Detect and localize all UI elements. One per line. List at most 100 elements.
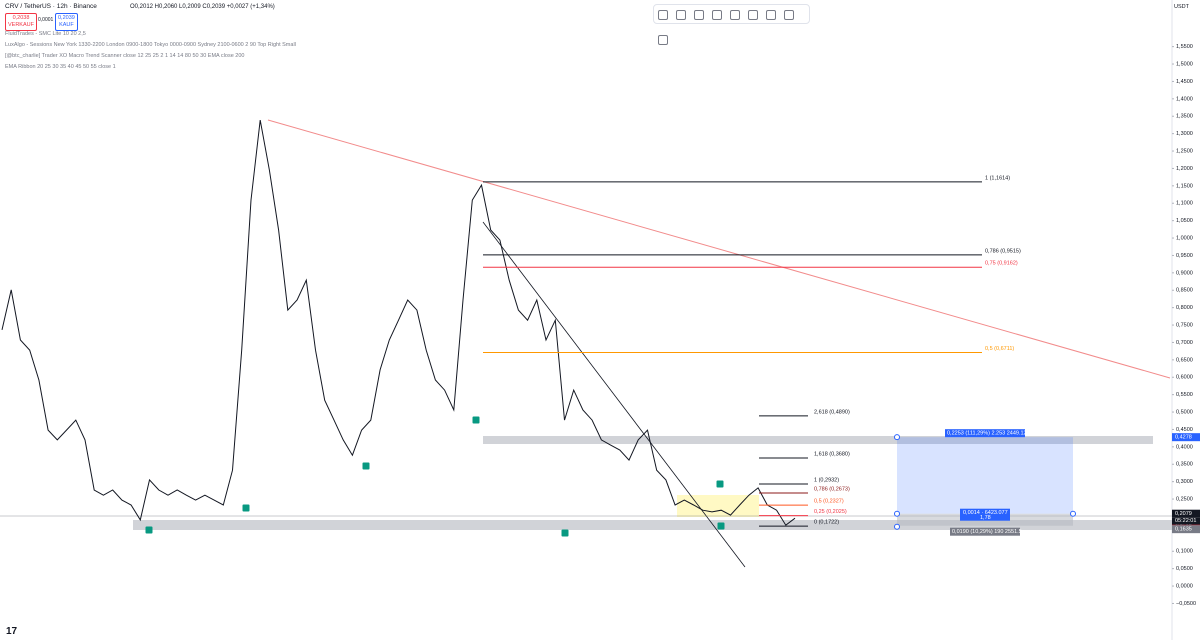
price-tag-label: 0,1635 — [1175, 527, 1192, 533]
symbol[interactable]: CRV / TetherUS · 12h · Binance — [5, 3, 97, 10]
handle — [894, 510, 900, 517]
y-tick-label: −0,0500 — [1176, 601, 1196, 607]
y-tick-label: 0,3000 — [1176, 479, 1193, 485]
currency[interactable]: USDT — [1174, 4, 1189, 10]
fib-label: 0,786 (0,9515) — [985, 248, 1021, 254]
tool[interactable] — [658, 35, 668, 45]
y-tick-label: 1,5500 — [1176, 44, 1193, 50]
price-tag — [1172, 509, 1200, 518]
y-tick-label: 0,5500 — [1176, 392, 1193, 398]
zone — [483, 436, 1153, 444]
signal-marker — [145, 526, 153, 534]
y-tick-label: 1,4500 — [1176, 79, 1193, 85]
indicator[interactable]: EMA Ribbon 20 25 30 35 40 45 50 55 close… — [5, 64, 116, 70]
measure-label-bg — [950, 527, 1020, 536]
measure-label-bg — [960, 508, 1010, 521]
y-tick-label: 1,1500 — [1176, 183, 1193, 189]
trendline — [482, 221, 746, 568]
price-axis — [1172, 0, 1200, 640]
tool[interactable] — [694, 10, 704, 20]
sell-button[interactable]: 0,2038 VERKAUF — [5, 13, 37, 31]
y-tick-label: 1,1000 — [1176, 201, 1193, 207]
measure-label: 1,78 — [980, 515, 991, 521]
signal-marker — [717, 522, 725, 530]
measure-label: 0,0190 (10,29%) 190 2551.5 — [952, 529, 1022, 535]
y-tick-label: 0,9500 — [1176, 253, 1193, 259]
y-tick-label: 0,0500 — [1176, 566, 1193, 572]
zone — [133, 520, 1172, 530]
y-tick-label: 0,5000 — [1176, 410, 1193, 416]
fib-label: 1,618 (0,3680) — [814, 451, 850, 457]
y-tick-label: 1,3500 — [1176, 114, 1193, 120]
y-tick-label: 1,0000 — [1176, 235, 1193, 241]
fib-label: 0,5 (0,2327) — [814, 499, 844, 505]
tool[interactable] — [712, 10, 722, 20]
y-tick-label: 1,2500 — [1176, 148, 1193, 154]
price-tag — [1172, 433, 1200, 442]
y-tick-label: 0,6500 — [1176, 357, 1193, 363]
fib-label: 1 (0,2932) — [814, 477, 839, 483]
fib-label: 1 (1,1614) — [985, 175, 1010, 181]
signal-marker — [716, 480, 724, 488]
y-tick-label: 0,8500 — [1176, 288, 1193, 294]
handle — [1070, 510, 1076, 517]
fib-label: 0,75 (0,9162) — [985, 261, 1018, 267]
tool[interactable] — [730, 10, 740, 20]
tool[interactable] — [658, 10, 668, 20]
zone — [677, 495, 759, 517]
y-tick-label: 0,4500 — [1176, 427, 1193, 433]
y-tick-label: 0,0000 — [1176, 584, 1193, 590]
y-tick-label: 1,3000 — [1176, 131, 1193, 137]
y-tick-label: 0,6000 — [1176, 375, 1193, 381]
y-tick-label: 0,8000 — [1176, 305, 1193, 311]
fib-label: 2,618 (0,4890) — [814, 409, 850, 415]
y-tick-label: 0,4000 — [1176, 444, 1193, 450]
countdown-bg — [1172, 517, 1200, 525]
y-tick-label: 0,1000 — [1176, 549, 1193, 555]
sell-label: VERKAUF — [8, 22, 34, 28]
indicator[interactable]: [@btc_charlie] Trader XO Macro Trend Sca… — [5, 53, 245, 59]
signal-marker — [242, 504, 250, 512]
y-tick-label: 0,3500 — [1176, 462, 1193, 468]
y-tick-label: 0,7500 — [1176, 322, 1193, 328]
handle — [894, 523, 900, 530]
buy-button[interactable]: 0,2039 KAUF — [55, 13, 78, 31]
y-tick-label: 1,2000 — [1176, 166, 1193, 172]
indicator[interactable]: FluidTrades - SMC Lite 10 20 2,5 — [5, 31, 86, 37]
handle — [894, 434, 900, 441]
y-tick-label: 1,4000 — [1176, 96, 1193, 102]
y-tick-label: 0,9000 — [1176, 270, 1193, 276]
measure-box — [897, 437, 1073, 514]
buy-label: KAUF — [59, 22, 74, 28]
ohlc: O0,2012 H0,2060 L0,2009 C0,2039 +0,0027 … — [130, 4, 275, 10]
measure-label-bg — [945, 429, 1025, 438]
price-tag-label: 0,4278 — [1175, 435, 1192, 441]
countdown: 05:22:01 — [1175, 518, 1196, 524]
fib-label: 0,786 (0,2673) — [814, 486, 850, 492]
tool[interactable] — [766, 10, 776, 20]
fib-label: 0,5 (0,6711) — [985, 346, 1014, 352]
signal-marker — [362, 462, 370, 470]
drawing-toolbar — [653, 4, 810, 45]
measure-label: 0,2253 (111,29%) 2.253 2449.12 — [947, 431, 1027, 437]
price-line — [1, 120, 796, 526]
y-tick-label: 0,2500 — [1176, 497, 1193, 503]
indicator[interactable]: LuxAlgo - Sessions New York 1330-2200 Lo… — [5, 42, 296, 48]
y-tick-label: 1,5000 — [1176, 61, 1193, 67]
price-tag-label: 0,2079 — [1175, 511, 1192, 517]
y-tick-label: 1,0500 — [1176, 218, 1193, 224]
signal-marker — [561, 529, 569, 537]
measure-label: 0,0014 · 6423.077 — [963, 510, 1008, 516]
buy-price: 0,2039 — [58, 15, 75, 21]
tool[interactable] — [676, 10, 686, 20]
fib-label: 0,25 (0,2025) — [814, 509, 847, 515]
sell-price: 0,2038 — [12, 15, 30, 21]
tool[interactable] — [784, 10, 794, 20]
signal-marker — [472, 416, 480, 424]
fib-label: 0 (0,1722) — [814, 520, 839, 526]
logo: 17 — [6, 626, 18, 637]
tool[interactable] — [748, 10, 758, 20]
trendline — [267, 119, 1171, 379]
